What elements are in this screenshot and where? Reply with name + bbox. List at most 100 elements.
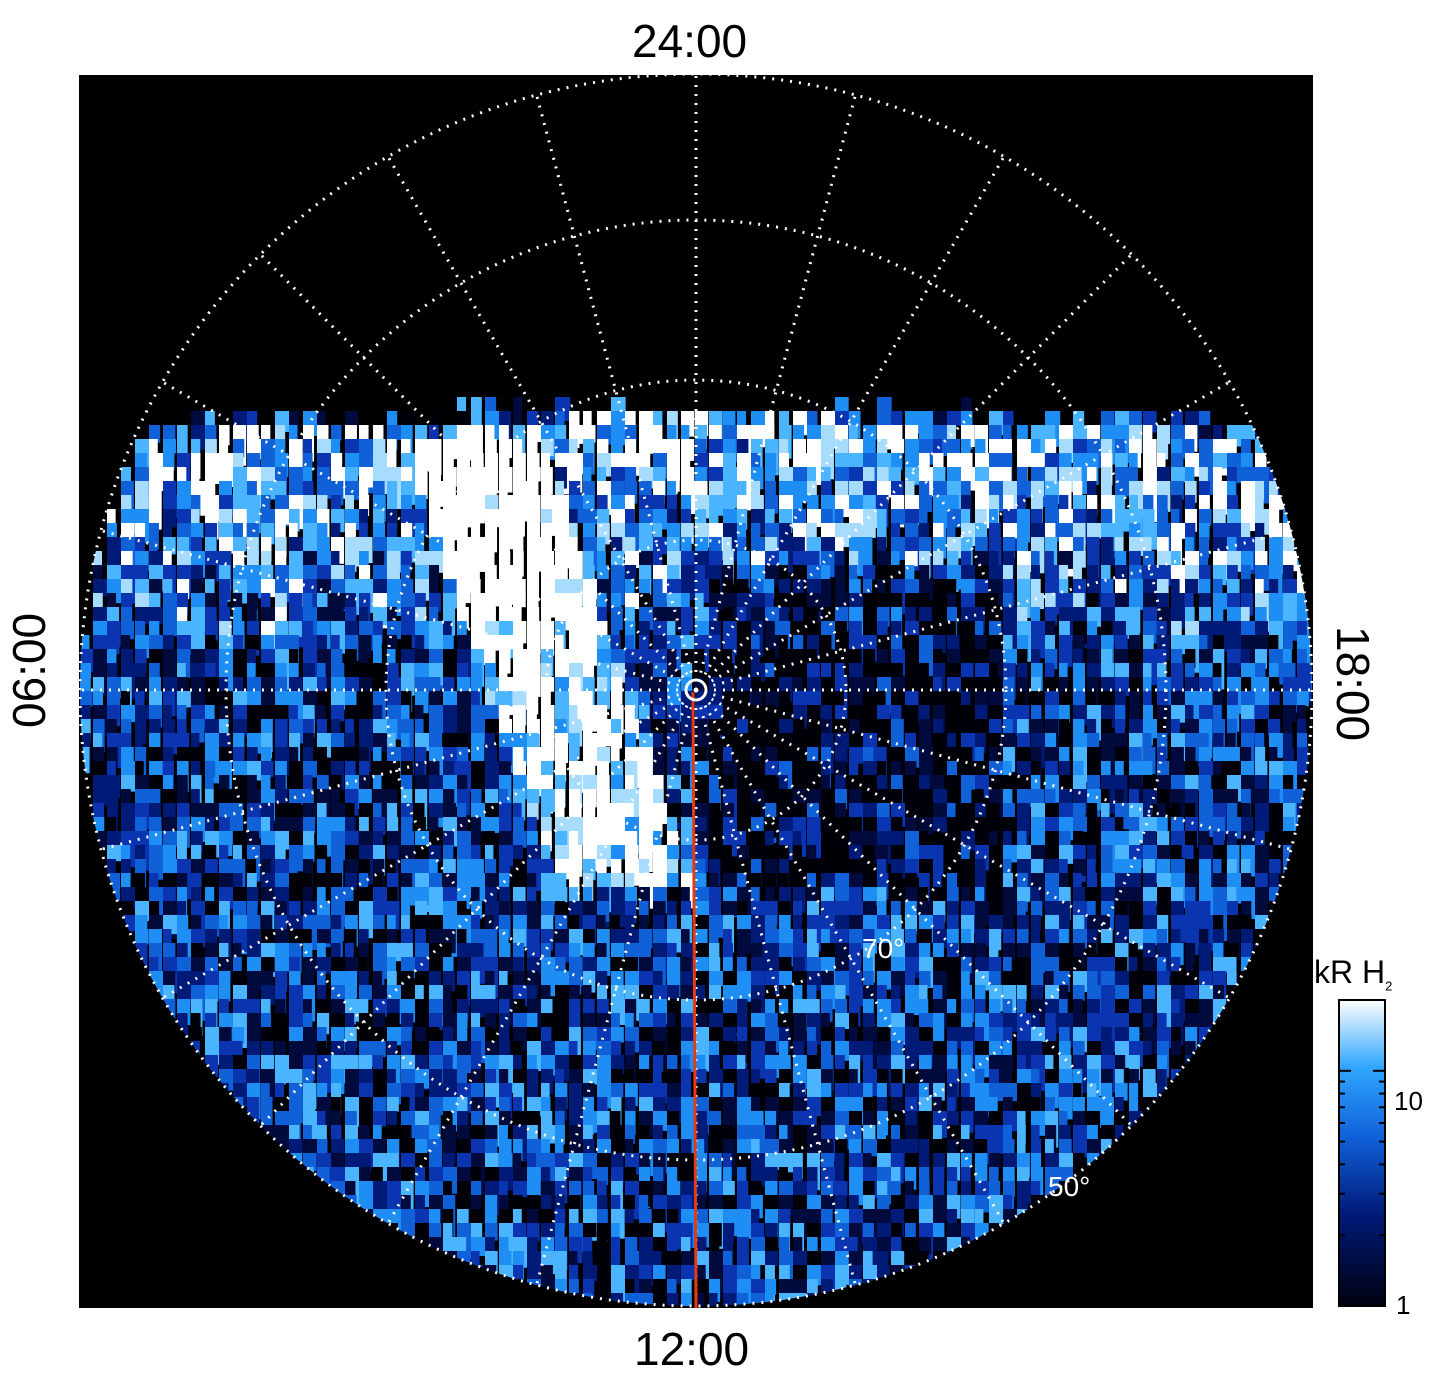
- emission-pixel: [569, 733, 580, 758]
- emission-pixel: [443, 1027, 454, 1046]
- emission-pixel: [793, 985, 803, 1000]
- emission-pixel: [415, 1139, 428, 1156]
- emission-pixel: [1157, 803, 1166, 826]
- emission-pixel: [723, 1195, 739, 1211]
- emission-pixel: [485, 985, 496, 1001]
- emission-pixel: [667, 845, 680, 860]
- emission-pixel: [499, 579, 509, 603]
- emission-pixel: [233, 733, 245, 753]
- emission-pixel: [611, 677, 623, 705]
- emission-pixel: [485, 663, 496, 678]
- emission-pixel: [499, 1069, 509, 1091]
- emission-pixel: [1129, 607, 1141, 633]
- emission-pixel: [317, 677, 327, 701]
- emission-pixel: [205, 789, 214, 809]
- emission-pixel: [513, 803, 522, 819]
- emission-pixel: [877, 537, 887, 556]
- emission-pixel: [261, 761, 274, 778]
- emission-pixel: [219, 593, 228, 610]
- emission-pixel: [373, 467, 383, 494]
- emission-pixel: [429, 719, 444, 734]
- emission-pixel: [541, 677, 555, 692]
- emission-pixel: [1171, 523, 1188, 539]
- emission-pixel: [961, 481, 971, 501]
- emission-pixel: [849, 719, 860, 742]
- emission-pixel: [1087, 691, 1096, 715]
- emission-pixel: [863, 957, 873, 975]
- emission-pixel: [233, 593, 243, 617]
- emission-pixel: [905, 873, 917, 900]
- emission-pixel: [751, 719, 762, 745]
- emission-pixel: [415, 1041, 429, 1059]
- emission-pixel: [779, 1167, 789, 1192]
- emission-pixel: [583, 1125, 593, 1149]
- emission-pixel: [121, 761, 137, 776]
- emission-pixel: [919, 509, 928, 537]
- emission-pixel: [527, 985, 537, 1011]
- emission-pixel: [1171, 719, 1180, 746]
- emission-pixel: [303, 873, 312, 899]
- emission-pixel: [1297, 649, 1307, 671]
- emission-pixel: [611, 775, 624, 790]
- emission-pixel: [401, 1195, 411, 1222]
- emission-pixel: [261, 593, 271, 612]
- emission-pixel: [1031, 481, 1045, 497]
- emission-pixel: [485, 845, 494, 860]
- emission-pixel: [499, 761, 511, 789]
- emission-pixel: [597, 1167, 609, 1186]
- emission-pixel: [961, 663, 974, 681]
- emission-pixel: [345, 495, 354, 518]
- emission-pixel: [1115, 789, 1124, 817]
- emission-pixel: [527, 1027, 538, 1050]
- emission-pixel: [80, 705, 91, 733]
- emission-pixel: [821, 831, 837, 849]
- emission-pixel: [835, 761, 847, 784]
- emission-pixel: [1073, 593, 1085, 615]
- emission-pixel: [779, 873, 789, 897]
- emission-pixel: [877, 705, 891, 723]
- meridian-line-4: [695, 380, 1231, 692]
- emission-pixel: [233, 439, 245, 458]
- emission-pixel: [485, 817, 500, 833]
- emission-pixel: [317, 929, 332, 944]
- emission-pixel: [639, 999, 650, 1025]
- emission-pixel: [121, 775, 137, 792]
- emission-pixel: [597, 621, 608, 643]
- emission-pixel: [1143, 537, 1152, 561]
- emission-pixel: [1199, 901, 1211, 927]
- emission-pixel: [415, 649, 432, 664]
- emission-pixel: [975, 915, 986, 932]
- emission-pixel: [401, 621, 412, 639]
- emission-pixel: [765, 481, 776, 505]
- meridian-line-10: [694, 689, 1006, 1225]
- emission-pixel: [331, 495, 341, 512]
- emission-pixel: [1101, 439, 1113, 459]
- emission-pixel: [653, 1251, 662, 1275]
- emission-pixel: [751, 691, 763, 708]
- emission-pixel: [345, 1027, 357, 1049]
- emission-pixel: [611, 943, 625, 958]
- emission-pixel: [765, 649, 776, 669]
- emission-pixel: [205, 565, 217, 582]
- emission-pixel: [891, 509, 908, 525]
- emission-pixel: [1255, 649, 1267, 669]
- emission-pixel: [1017, 985, 1027, 1001]
- meridian-line-13: [535, 689, 698, 1286]
- emission-pixel: [303, 1153, 317, 1172]
- emission-pixel: [639, 523, 653, 541]
- emission-pixel: [625, 1195, 635, 1210]
- emission-pixel: [765, 691, 781, 708]
- emission-pixel: [1115, 467, 1130, 483]
- emission-pixel: [1003, 579, 1015, 607]
- emission-pixel: [975, 1041, 990, 1057]
- emission-pixel: [751, 1237, 766, 1252]
- emission-pixel: [583, 1237, 593, 1259]
- emission-pixel: [779, 775, 788, 800]
- emission-pixel: [359, 1111, 374, 1129]
- emission-pixel: [891, 887, 901, 907]
- emission-pixel: [639, 747, 655, 766]
- emission-pixel: [317, 635, 328, 658]
- meridian-line-15: [259, 688, 698, 1127]
- emission-pixel: [695, 999, 711, 1014]
- emission-pixel: [219, 635, 234, 650]
